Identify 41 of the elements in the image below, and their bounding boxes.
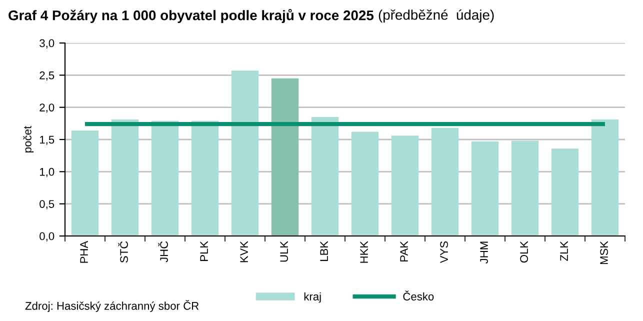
x-tick-label: VYS	[440, 241, 448, 264]
bar	[431, 128, 459, 236]
text: Zdroj: Hasičský záchranný sbor ČR	[25, 300, 199, 312]
bar	[191, 120, 219, 236]
y-tick-label: 1,5	[40, 136, 54, 145]
bar	[111, 120, 139, 236]
bar	[71, 130, 99, 236]
y-tick-label: 2,5	[40, 71, 54, 81]
x-tick-label: STČ	[118, 241, 128, 263]
x-tick-label: LBK	[320, 240, 328, 261]
x-tick-label: PAK	[400, 240, 408, 262]
bar	[551, 148, 579, 236]
x-tick-label: ZLK	[560, 240, 568, 261]
chart-subtitle: (předběžné údaje)	[378, 9, 494, 23]
legend-label: Česko	[403, 290, 434, 300]
bar	[151, 120, 179, 236]
y-tick-label: 0,0	[40, 232, 54, 242]
bar	[391, 136, 419, 236]
bar	[311, 116, 339, 236]
x-tick-label: PLK	[200, 240, 208, 261]
y-tick-label: 2,0	[40, 104, 54, 113]
x-tick-label: ULK	[280, 240, 288, 262]
bar	[591, 120, 619, 236]
bar	[231, 70, 259, 236]
bar	[351, 132, 379, 236]
x-tick-label: KVK	[240, 240, 248, 262]
x-tick-label: OLK	[520, 240, 528, 263]
chart-title: Graf 4 Požáry na 1 000 obyvatel podle krajů v roce 2025	[8, 8, 374, 24]
bar	[471, 141, 499, 236]
legend-label: kraj	[304, 292, 321, 303]
y-tick-label: 0,5	[40, 200, 54, 210]
x-tick-label: JHČ	[158, 241, 168, 262]
x-tick-label: PHA	[80, 240, 88, 263]
bar	[271, 78, 299, 236]
x-tick-label: HKK	[360, 240, 368, 263]
y-tick-label: 3,0	[40, 39, 54, 48]
bar	[511, 140, 539, 236]
x-tick-label: MSK	[600, 240, 608, 264]
y-tick-label: 1,0	[40, 168, 54, 178]
x-tick-label: JHM	[480, 242, 488, 264]
y-axis-title: počet	[23, 126, 34, 152]
